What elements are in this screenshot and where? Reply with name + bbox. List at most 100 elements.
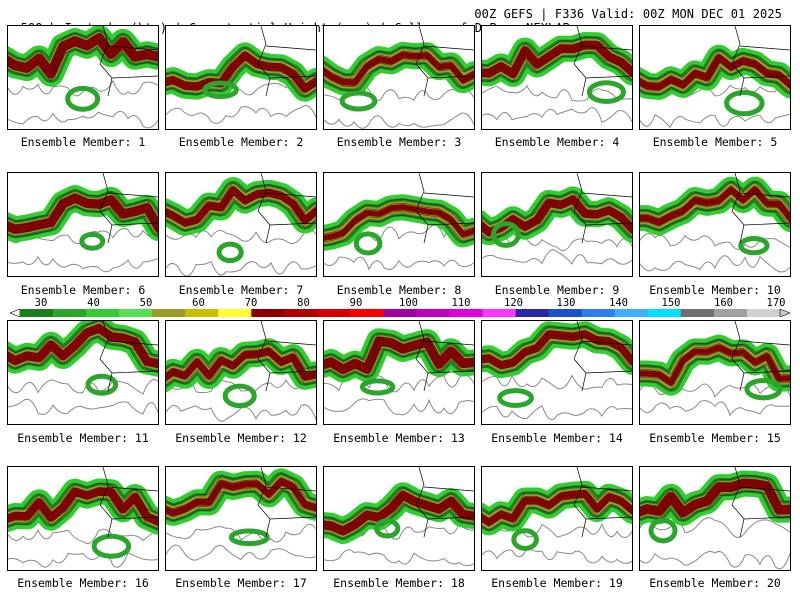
ensemble-panel-16 [7,466,159,571]
streamline [8,189,158,222]
isotach-swirl [724,90,765,117]
member-caption: Ensemble Member: 13 [333,431,465,445]
jet-stream-map [482,467,632,564]
height-contour [166,105,316,124]
streamline [640,181,790,215]
height-contour [324,398,474,416]
streamline [166,189,316,224]
streamline [8,321,158,356]
streamline [8,332,158,368]
colorbar-swatch [317,309,351,317]
streamline [166,197,316,232]
streamline [166,47,316,82]
height-contour [8,398,158,416]
jet-stream-map [324,173,474,271]
streamline [640,65,790,96]
ensemble-panel-15 [639,320,791,425]
colorbar-label: 40 [87,297,100,309]
streamline [324,206,474,239]
streamline [8,197,158,230]
height-contour [640,255,790,273]
colorbar-swatch [284,309,318,317]
streamline [8,324,158,360]
streamline [166,472,316,506]
streamline [8,336,158,372]
map-borders [415,321,474,392]
ensemble-panel-18 [323,466,475,571]
colorbar-swatch [746,309,781,317]
height-contour [324,549,474,567]
height-contour [482,405,632,421]
streamline [482,52,632,83]
streamline [482,325,632,358]
streamline [640,339,790,375]
streamline [166,181,316,216]
title-right: 00Z GEFS | F336 Valid: 00Z MON DEC 01 20… [474,7,782,21]
jet-stream-map [324,321,474,416]
member-caption: Ensemble Member: 4 [494,135,620,149]
streamline [482,337,632,370]
isotach-swirl [222,383,257,409]
isotach-swirl [359,378,396,396]
streamline [482,191,632,225]
ensemble-panel-19 [481,466,633,571]
streamline [166,59,316,94]
height-contour [166,523,316,543]
map-borders [415,173,474,244]
ensemble-panel-10 [639,172,791,277]
member-caption: Ensemble Member: 14 [491,431,623,445]
colorbar-swatch [416,309,450,317]
isotach-swirl [491,221,521,248]
streamline [324,344,474,374]
streamline [8,29,158,67]
colorbar-label: 80 [297,297,310,309]
jet-stream-map [8,321,158,416]
ensemble-panel-6 [7,172,159,277]
streamline [166,185,316,220]
height-contour [482,235,632,251]
streamline [166,359,316,386]
isotach-swirl [586,80,626,104]
jet-stream-map [640,26,790,129]
isotach-swirl [374,518,401,539]
streamline [482,48,632,79]
ensemble-panel-1 [7,25,159,130]
ensemble-panel-3 [323,25,475,130]
map-borders [99,173,158,244]
colorbar-swatch [20,309,54,317]
streamline [324,58,474,87]
ensemble-panel-17 [165,466,317,571]
isotach-swirl [216,241,244,264]
streamline [640,487,790,518]
streamline [324,502,474,540]
jet-stream-map [482,173,632,265]
streamline [324,336,474,366]
member-caption: Ensemble Member: 5 [652,135,778,149]
height-contour [482,523,632,539]
colorbar-min-arrow [10,309,21,317]
streamline [482,329,632,362]
streamline [482,341,632,374]
height-contour [482,547,632,564]
streamline [324,46,474,75]
streamline [324,50,474,79]
colorbar-label: 130 [556,297,576,309]
streamline [166,51,316,86]
member-caption: Ensemble Member: 12 [175,431,307,445]
streamline [640,61,790,92]
streamline [482,501,632,531]
height-contour [8,552,158,568]
streamline [324,332,474,362]
member-caption: Ensemble Member: 11 [17,431,149,445]
ensemble-panel-9 [481,172,633,277]
height-contour [482,85,632,102]
streamline [324,340,474,370]
colorbar-label: 110 [451,297,471,309]
jet-stream-map [324,467,474,567]
colorbar-swatch [548,309,583,317]
jet-stream-map [166,26,316,124]
colorbar-label: 150 [661,297,681,309]
colorbar-label: 120 [504,297,523,309]
isotach-swirl [353,231,383,256]
ensemble-panel-13 [323,320,475,425]
